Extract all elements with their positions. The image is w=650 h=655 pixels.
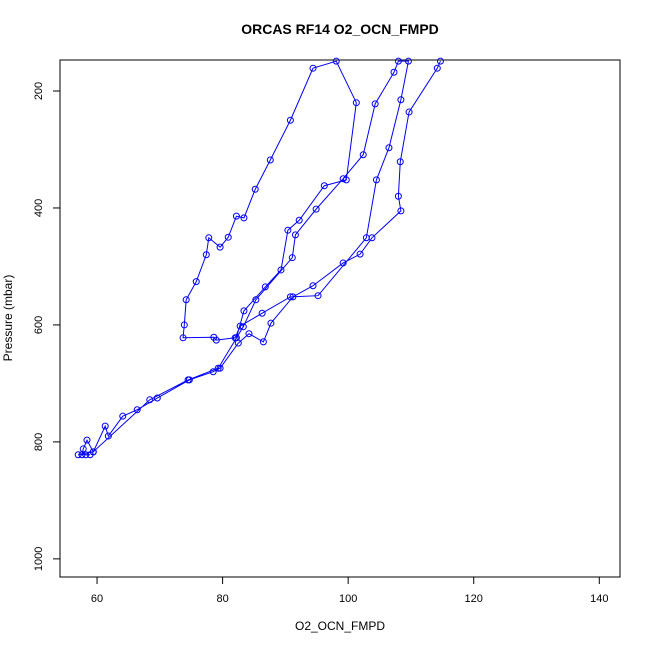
data-point [258, 309, 266, 317]
data-point [372, 176, 380, 184]
y-tick-label: 600 [33, 316, 45, 334]
data-point [153, 394, 161, 402]
data-point [309, 64, 317, 72]
data-point [216, 243, 224, 251]
data-point [288, 254, 296, 262]
data-point [362, 234, 370, 242]
data-point [371, 100, 379, 108]
x-tick-label: 60 [91, 593, 103, 605]
data-point [251, 185, 259, 193]
data-point [396, 158, 404, 166]
data-point [202, 251, 210, 259]
data-point [286, 293, 294, 301]
chart-title: ORCAS RF14 O2_OCN_FMPD [241, 21, 439, 37]
data-point [284, 226, 292, 234]
x-tick-label: 120 [465, 593, 483, 605]
data-point [405, 108, 413, 116]
data-point [309, 282, 317, 290]
data-point [295, 216, 303, 224]
data-point [397, 207, 405, 215]
data-point [267, 319, 275, 327]
data-point [82, 451, 90, 459]
data-point [359, 151, 367, 159]
data-point [286, 116, 294, 124]
data-point [214, 364, 222, 372]
data-point [433, 64, 441, 72]
data-point [339, 175, 347, 183]
data-point [404, 57, 412, 65]
data-point [83, 436, 91, 444]
data-point [78, 451, 86, 459]
data-point [352, 99, 360, 107]
x-tick-label: 140 [590, 593, 608, 605]
data-point [259, 338, 267, 346]
data-point [209, 368, 217, 376]
y-tick-label: 200 [33, 82, 45, 100]
data-point [239, 323, 247, 331]
data-point [184, 376, 192, 384]
data-point [266, 156, 274, 164]
data-point [332, 57, 340, 65]
data-point [320, 182, 328, 190]
data-point [394, 57, 402, 65]
data-point [312, 205, 320, 213]
data-point [210, 333, 218, 341]
data-point [146, 396, 154, 404]
plot-frame [59, 59, 621, 578]
data-point [436, 57, 444, 65]
data-point [394, 192, 402, 200]
data-point [179, 334, 187, 342]
data-point [182, 296, 190, 304]
x-axis-label: O2_OCN_FMPD [295, 619, 385, 633]
data-point [224, 233, 232, 241]
y-tick-label: 400 [33, 199, 45, 217]
y-axis-label: Pressure (mbar) [1, 275, 15, 362]
data-point [314, 292, 322, 300]
data-point [192, 278, 200, 286]
data-point [385, 144, 393, 152]
data-point [133, 406, 141, 414]
data-point [104, 432, 112, 440]
data-point [74, 451, 82, 459]
data-point [277, 266, 285, 274]
data-point [101, 422, 109, 430]
data-point [232, 334, 240, 342]
data-point [216, 364, 224, 372]
y-tick-label: 1000 [33, 547, 45, 571]
data-line [78, 60, 441, 456]
data-point [240, 307, 248, 315]
data-point [232, 212, 240, 220]
data-point [236, 322, 244, 330]
data-point [119, 412, 127, 420]
data-point [89, 448, 97, 456]
x-tick-label: 80 [216, 593, 228, 605]
data-point [291, 231, 299, 239]
data-point [356, 250, 364, 258]
data-point [339, 259, 347, 267]
x-tick-label: 100 [339, 593, 357, 605]
data-point [261, 283, 269, 291]
data-point [390, 68, 398, 76]
data-point [252, 296, 260, 304]
data-point [180, 321, 188, 329]
y-tick-label: 800 [33, 433, 45, 451]
data-point [342, 176, 350, 184]
data-point [240, 214, 248, 222]
data-point [289, 293, 297, 301]
data-point [205, 234, 213, 242]
data-point [397, 96, 405, 104]
data-point [245, 330, 253, 338]
